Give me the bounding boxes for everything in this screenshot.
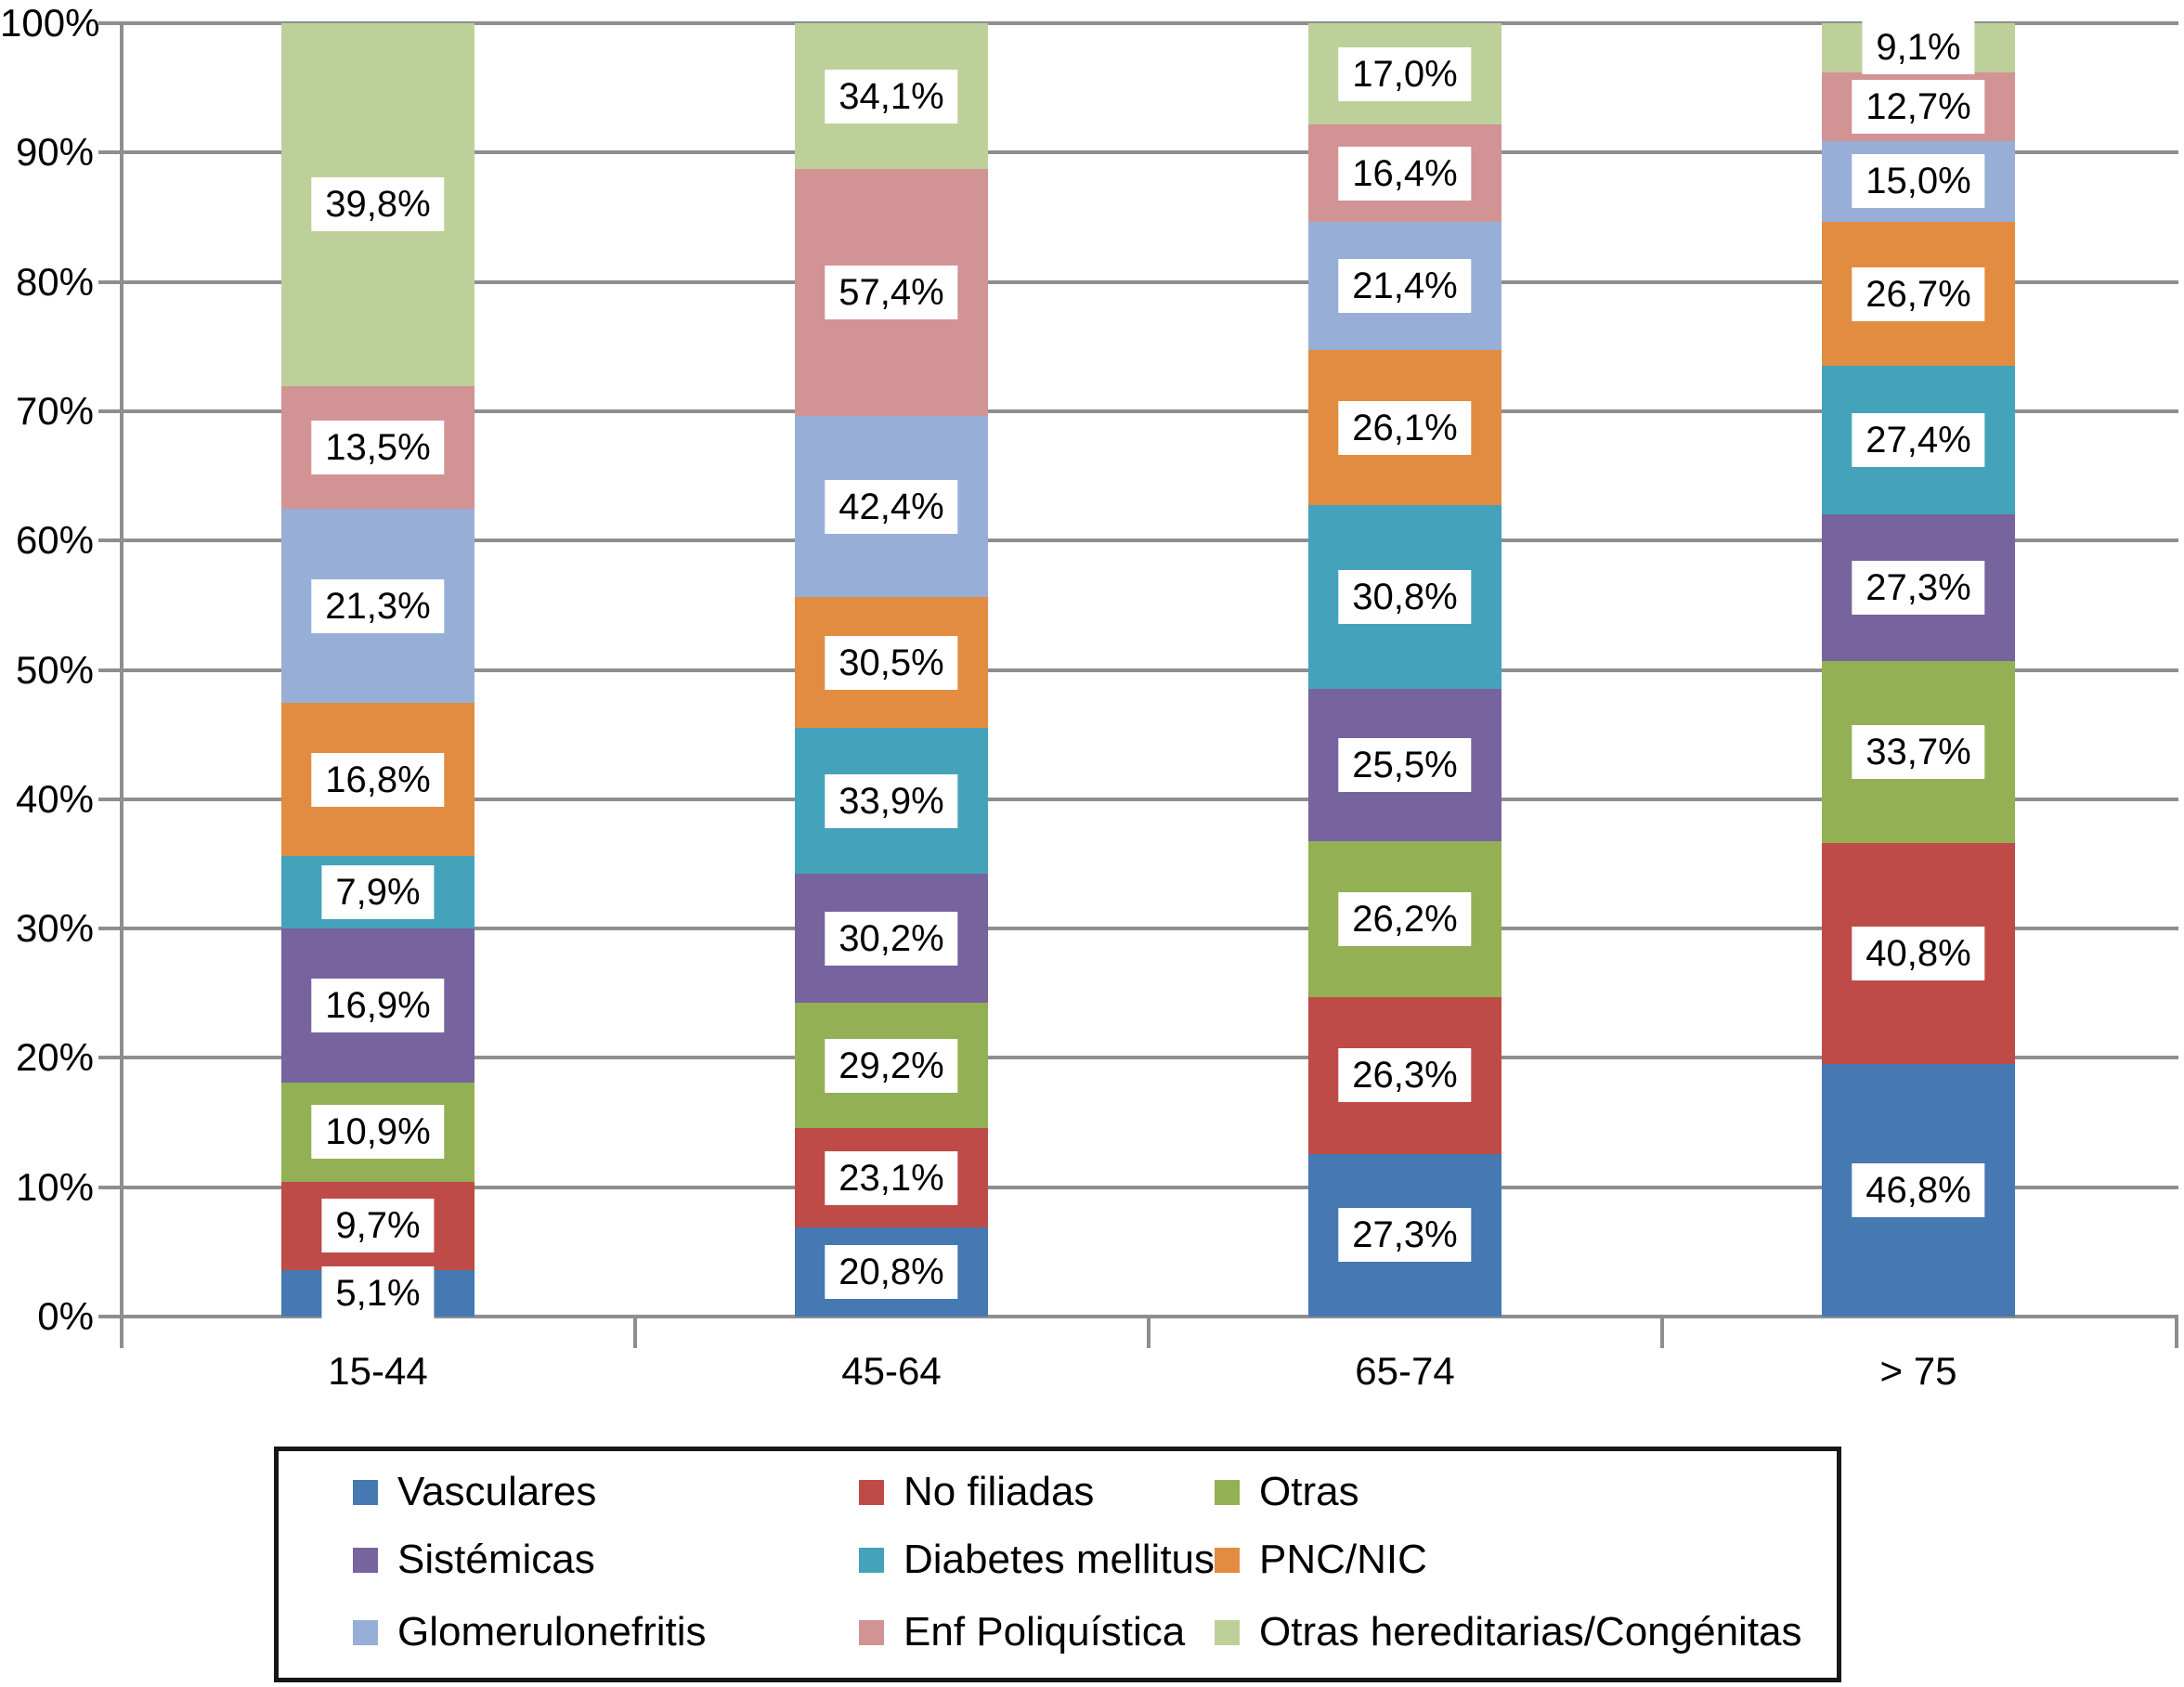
x-axis-tick bbox=[2175, 1317, 2178, 1348]
x-axis-category-label: 45-64 bbox=[841, 1349, 942, 1393]
x-axis-tick bbox=[1660, 1317, 1664, 1348]
gridline bbox=[122, 150, 2178, 155]
legend-item-label: No filiadas bbox=[904, 1469, 1095, 1514]
data-label: 27,3% bbox=[1338, 1208, 1472, 1263]
legend-item-label: Diabetes mellitus bbox=[904, 1537, 1216, 1582]
y-axis-tick-label: 0% bbox=[37, 1294, 94, 1338]
data-label: 21,3% bbox=[311, 578, 445, 633]
data-label: 15,0% bbox=[1852, 154, 1985, 209]
y-axis-tick-label: 70% bbox=[15, 388, 94, 433]
data-label: 26,2% bbox=[1338, 891, 1472, 946]
y-axis-tick bbox=[98, 409, 122, 413]
y-axis-line bbox=[120, 23, 124, 1348]
data-label: 25,5% bbox=[1338, 737, 1472, 792]
legend-item-label: Glomerulonefritis bbox=[397, 1609, 707, 1655]
y-axis-tick-label: 90% bbox=[15, 130, 94, 175]
y-axis-tick bbox=[98, 1315, 122, 1318]
legend-swatch-icon bbox=[353, 1620, 378, 1645]
data-label: 57,4% bbox=[825, 266, 958, 320]
data-label: 16,4% bbox=[1338, 146, 1472, 201]
x-axis-category-label: > 75 bbox=[1879, 1349, 1957, 1393]
data-label: 23,1% bbox=[825, 1150, 958, 1205]
data-label: 13,5% bbox=[311, 420, 445, 474]
y-axis-tick-label: 60% bbox=[15, 518, 94, 563]
legend-item-label: Enf Poliquística bbox=[904, 1609, 1186, 1655]
data-label: 12,7% bbox=[1852, 79, 1985, 134]
legend-swatch-icon bbox=[859, 1620, 884, 1645]
data-label: 16,9% bbox=[311, 978, 445, 1032]
data-label: 7,9% bbox=[321, 865, 435, 920]
legend bbox=[274, 1447, 1841, 1682]
gridline bbox=[122, 21, 2178, 25]
gridline bbox=[122, 409, 2178, 413]
y-axis-tick-label: 40% bbox=[15, 776, 94, 821]
y-axis-tick bbox=[98, 797, 122, 801]
legend-item-label: PNC/NIC bbox=[1259, 1537, 1427, 1582]
data-label: 26,1% bbox=[1338, 400, 1472, 455]
y-axis-tick-label: 20% bbox=[15, 1035, 94, 1080]
data-label: 30,2% bbox=[825, 911, 958, 966]
data-label: 33,9% bbox=[825, 773, 958, 828]
y-axis-tick-label: 50% bbox=[15, 647, 94, 692]
legend-swatch-icon bbox=[1215, 1480, 1240, 1505]
legend-swatch-icon bbox=[1215, 1620, 1240, 1645]
data-label: 30,8% bbox=[1338, 570, 1472, 625]
data-label: 33,7% bbox=[1852, 725, 1985, 780]
x-axis-tick bbox=[1147, 1317, 1150, 1348]
data-label: 10,9% bbox=[311, 1105, 445, 1160]
gridline bbox=[122, 1056, 2178, 1060]
data-label: 20,8% bbox=[825, 1244, 958, 1299]
data-label: 9,7% bbox=[321, 1199, 435, 1253]
data-label: 30,5% bbox=[825, 635, 958, 690]
y-axis-tick-label: 100% bbox=[0, 1, 100, 45]
y-axis-tick bbox=[98, 539, 122, 543]
y-axis-tick-label: 30% bbox=[15, 906, 94, 951]
data-label: 46,8% bbox=[1852, 1162, 1985, 1217]
gridline bbox=[122, 668, 2178, 672]
y-axis-tick-label: 80% bbox=[15, 259, 94, 304]
legend-swatch-icon bbox=[353, 1548, 378, 1573]
gridline bbox=[122, 539, 2178, 543]
gridline bbox=[122, 797, 2178, 801]
y-axis-tick bbox=[98, 927, 122, 931]
legend-item-label: Otras bbox=[1259, 1469, 1359, 1514]
x-axis-tick bbox=[633, 1317, 637, 1348]
legend-swatch-icon bbox=[353, 1480, 378, 1505]
data-label: 16,8% bbox=[311, 752, 445, 807]
data-label: 21,4% bbox=[1338, 259, 1472, 314]
data-label: 29,2% bbox=[825, 1038, 958, 1093]
data-label: 5,1% bbox=[321, 1265, 435, 1320]
legend-item-label: Vasculares bbox=[397, 1469, 597, 1514]
legend-item-label: Otras hereditarias/Congénitas bbox=[1259, 1609, 1802, 1655]
x-axis-category-label: 15-44 bbox=[328, 1349, 428, 1393]
y-axis-tick-label: 10% bbox=[15, 1164, 94, 1209]
data-label: 26,3% bbox=[1338, 1048, 1472, 1103]
data-label: 27,3% bbox=[1852, 561, 1985, 616]
legend-item-label: Sistémicas bbox=[397, 1537, 595, 1582]
y-axis-tick bbox=[98, 668, 122, 672]
legend-swatch-icon bbox=[859, 1548, 884, 1573]
data-label: 27,4% bbox=[1852, 413, 1985, 468]
data-label: 9,1% bbox=[1862, 20, 1975, 75]
data-label: 34,1% bbox=[825, 69, 958, 123]
gridline bbox=[122, 279, 2178, 284]
data-label: 17,0% bbox=[1338, 46, 1472, 101]
y-axis-tick bbox=[98, 279, 122, 284]
data-label: 42,4% bbox=[825, 479, 958, 534]
gridline bbox=[122, 927, 2178, 931]
data-label: 40,8% bbox=[1852, 927, 1985, 981]
y-axis-tick bbox=[98, 21, 122, 25]
y-axis-tick bbox=[98, 150, 122, 155]
data-label: 39,8% bbox=[311, 177, 445, 232]
gridline bbox=[122, 1185, 2178, 1189]
legend-swatch-icon bbox=[859, 1480, 884, 1505]
y-axis-tick bbox=[98, 1185, 122, 1189]
y-axis-tick bbox=[98, 1056, 122, 1060]
data-label: 26,7% bbox=[1852, 266, 1985, 321]
x-axis-category-label: 65-74 bbox=[1355, 1349, 1455, 1393]
legend-swatch-icon bbox=[1215, 1548, 1240, 1573]
